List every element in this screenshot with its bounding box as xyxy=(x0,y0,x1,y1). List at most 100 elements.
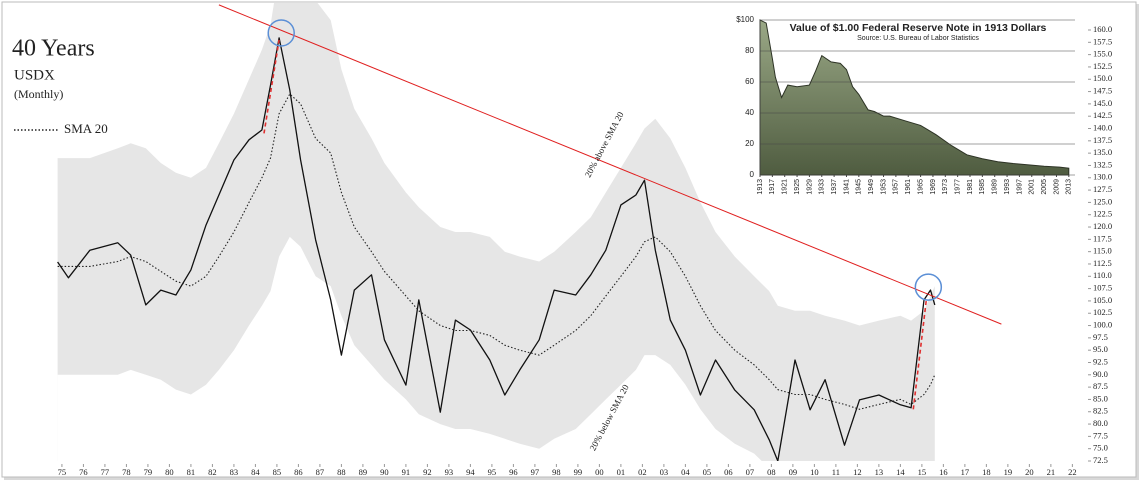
x-tick-label: 03 xyxy=(660,467,669,477)
x-tick-label: 94 xyxy=(466,467,475,477)
x-tick-label: 15 xyxy=(918,467,927,477)
sma-line xyxy=(57,93,936,410)
x-tick-label: 78 xyxy=(122,467,131,477)
y-tick-label: 137.5 xyxy=(1093,135,1112,145)
y-tick-label: 157.5 xyxy=(1093,36,1112,46)
x-tick-label: 1937 xyxy=(831,179,838,195)
x-tick-label: 87 xyxy=(316,467,325,477)
chart-subtitle: USDX xyxy=(14,67,55,83)
y-tick-label: 87.5 xyxy=(1093,381,1108,391)
y-tick-label: 142.5 xyxy=(1093,110,1112,120)
y-tick-label: 72.5 xyxy=(1093,455,1108,465)
x-tick-label: 82 xyxy=(208,467,217,477)
inset-title: Value of $1.00 Federal Reserve Note in 1… xyxy=(790,22,1047,34)
highlight-circle xyxy=(267,19,295,47)
y-tick-label: $100 xyxy=(736,15,754,24)
x-tick-label: 93 xyxy=(445,467,454,477)
x-tick-label: 1941 xyxy=(843,179,850,195)
y-tick-label: 107.5 xyxy=(1093,283,1112,293)
value-area xyxy=(759,19,1070,176)
x-tick-label: 81 xyxy=(187,467,196,477)
x-tick-label: 88 xyxy=(337,467,346,477)
x-tick-label: 79 xyxy=(144,467,153,477)
x-tick-label: 1973 xyxy=(942,179,949,195)
y-tick-label: 95.0 xyxy=(1093,344,1108,354)
y-tick-label: 20 xyxy=(745,139,754,148)
y-tick-label: 145.0 xyxy=(1093,98,1112,108)
y-tick-label: 0 xyxy=(750,170,755,179)
x-tick-label: 85 xyxy=(273,467,282,477)
x-tick-label: 1949 xyxy=(868,179,875,195)
x-tick-label: 1961 xyxy=(905,179,912,195)
y-tick-label: 90.0 xyxy=(1093,369,1108,379)
x-tick-label: 1981 xyxy=(967,179,974,195)
chart-title: 40 Years xyxy=(12,36,95,62)
y-tick-label: 40 xyxy=(745,108,754,117)
x-tick-label: 22 xyxy=(1068,467,1077,477)
x-tick-label: 1933 xyxy=(819,179,826,195)
x-tick-label: 07 xyxy=(746,467,755,477)
x-tick-label: 14 xyxy=(896,467,905,477)
x-tick-label: 95 xyxy=(488,467,497,477)
x-tick-label: 20 xyxy=(1025,467,1034,477)
y-tick-label: 135.0 xyxy=(1093,147,1112,157)
x-tick-label: 18 xyxy=(982,467,991,477)
legend-label: SMA 20 xyxy=(64,121,108,136)
y-tick-label: 125.0 xyxy=(1093,196,1112,206)
y-tick-label: 140.0 xyxy=(1093,122,1112,132)
y-tick-label: 130.0 xyxy=(1093,172,1112,182)
y-tick-label: 127.5 xyxy=(1093,184,1112,194)
y-tick-label: 117.5 xyxy=(1093,233,1112,243)
x-tick-label: 1997 xyxy=(1016,179,1023,195)
x-tick-label: 1969 xyxy=(930,179,937,195)
x-tick-label: 1965 xyxy=(917,179,924,195)
x-tick-label: 97 xyxy=(531,467,540,477)
x-tick-label: 13 xyxy=(875,467,884,477)
y-tick-label: 77.5 xyxy=(1093,430,1108,440)
inset-subtitle: Source: U.S. Bureau of Labor Statistics xyxy=(857,35,979,42)
x-tick-label: 2009 xyxy=(1053,179,1060,195)
x-tick-label: 1921 xyxy=(782,179,789,195)
y-tick-label: 82.5 xyxy=(1093,406,1108,416)
x-tick-label: 83 xyxy=(230,467,239,477)
x-tick-label: 1917 xyxy=(769,179,776,195)
y-tick-label: 105.0 xyxy=(1093,295,1112,305)
y-tick-label: 120.0 xyxy=(1093,221,1112,231)
y-tick-label: 147.5 xyxy=(1093,86,1112,96)
x-tick-label: 2005 xyxy=(1041,179,1048,195)
x-tick-label: 2001 xyxy=(1029,179,1036,195)
y-tick-label: 80.0 xyxy=(1093,418,1108,428)
y-tick-label: 97.5 xyxy=(1093,332,1108,342)
y-tick-label: 122.5 xyxy=(1093,209,1112,219)
x-tick-label: 06 xyxy=(724,467,733,477)
y-tick-label: 100.0 xyxy=(1093,319,1112,329)
y-tick-label: 155.0 xyxy=(1093,49,1112,59)
x-tick-label: 84 xyxy=(251,467,260,477)
x-tick-label: 1977 xyxy=(954,179,961,195)
x-tick-label: 10 xyxy=(810,467,819,477)
y-tick-label: 92.5 xyxy=(1093,356,1108,366)
x-tick-label: 77 xyxy=(101,467,110,477)
y-tick-label: 102.5 xyxy=(1093,307,1112,317)
x-tick-label: 1957 xyxy=(893,179,900,195)
x-tick-label: 21 xyxy=(1047,467,1056,477)
x-tick-label: 96 xyxy=(509,467,518,477)
x-tick-label: 05 xyxy=(703,467,712,477)
y-tick-label: 132.5 xyxy=(1093,159,1112,169)
x-tick-label: 16 xyxy=(939,467,948,477)
y-tick-label: 80 xyxy=(745,46,754,55)
x-tick-label: 04 xyxy=(681,467,690,477)
y-tick-label: 112.5 xyxy=(1093,258,1112,268)
chart-note: (Monthly) xyxy=(14,87,63,101)
band-area xyxy=(57,236,762,461)
x-tick-label: 1945 xyxy=(856,179,863,195)
plot-area xyxy=(57,3,936,461)
x-tick-label: 1953 xyxy=(880,179,887,195)
highlight-circle xyxy=(914,273,943,301)
x-tick-label: 92 xyxy=(423,467,432,477)
y-tick-label: 160.0 xyxy=(1093,24,1112,34)
y-tick-label: 85.0 xyxy=(1093,393,1108,403)
x-tick-label: 1929 xyxy=(806,179,813,195)
